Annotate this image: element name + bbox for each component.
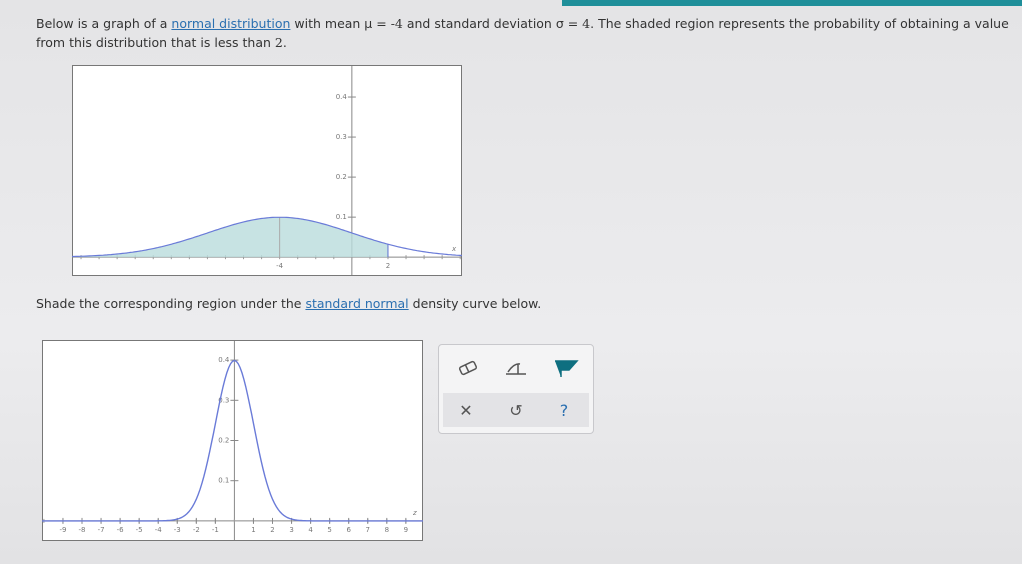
x-tick-label: 1 xyxy=(251,526,255,534)
clear-button[interactable]: ✕ xyxy=(459,400,473,420)
instruction-text: Shade the corresponding region under the… xyxy=(36,294,541,313)
axis-label: z xyxy=(412,509,417,517)
x-tick-label: -2 xyxy=(193,526,200,534)
region-icon xyxy=(506,363,526,375)
x-tick-label: 7 xyxy=(366,526,370,534)
y-tick-label: 0.3 xyxy=(336,133,347,141)
y-tick-label: 0.4 xyxy=(218,356,230,364)
x-tick-label: -4 xyxy=(155,526,163,534)
header-bar xyxy=(562,0,1022,6)
sd: 4 xyxy=(582,16,591,31)
y-tick-label: 0.3 xyxy=(218,396,229,404)
x-tick-label: -5 xyxy=(136,526,143,534)
x-tick-label: -1 xyxy=(212,526,219,534)
y-tick-label: 0.1 xyxy=(336,213,347,221)
x-tick-label: 2 xyxy=(270,526,274,534)
text: . xyxy=(282,35,287,50)
x-tick-label: -9 xyxy=(59,526,66,534)
flag-icon xyxy=(555,360,579,377)
shade-button[interactable] xyxy=(551,355,581,381)
link[interactable]: normal distribution xyxy=(171,16,291,31)
shaded-region xyxy=(72,217,388,258)
text: Below is a graph of a xyxy=(36,16,172,31)
top-graph: 0.1 0.2 0.3 0.4 x -4 2 xyxy=(72,65,462,276)
x-tick-label: 9 xyxy=(404,526,408,534)
y-tick-label: 0.1 xyxy=(218,477,229,485)
x-tick-label: 6 xyxy=(346,526,351,534)
axis-label: x xyxy=(451,245,457,253)
help-button[interactable]: ? xyxy=(559,400,569,420)
action-row: ✕ ↺ ? xyxy=(443,393,589,427)
x-tick-label: 3 xyxy=(289,526,293,534)
bottom-graph[interactable]: 0.1 0.2 0.3 0.4 -9 -8 -7 -6 -5 -4 -3 -2 -1 1 2 3 4 5 6 7 8 9 z xyxy=(42,340,423,541)
mean: -4 xyxy=(390,16,403,31)
x-tick-label: -7 xyxy=(98,526,105,534)
x-tick-label: 4 xyxy=(308,526,313,534)
cutoff: 2 xyxy=(274,35,283,50)
x-tick-label: 8 xyxy=(385,526,389,534)
problem-text: Below is a graph of a normal distributio… xyxy=(36,14,1011,52)
text: density curve below. xyxy=(408,296,542,311)
density-curve xyxy=(72,216,462,258)
y-tick-label: 0.2 xyxy=(336,173,347,181)
density-curve xyxy=(42,359,423,522)
x-tick-label: -3 xyxy=(174,526,181,534)
x-tick-label: -6 xyxy=(117,526,125,534)
y-tick-label: 0.4 xyxy=(336,93,348,101)
region-button[interactable] xyxy=(501,355,531,381)
eraser-icon xyxy=(458,360,478,376)
mean-label: -4 xyxy=(276,262,284,270)
text: Shade the corresponding region under the xyxy=(36,296,306,311)
text: . The shaded region represents the proba… xyxy=(36,16,1009,50)
text: and standard deviation σ = xyxy=(402,16,583,31)
x-tick-label: -8 xyxy=(79,526,86,534)
undo-button[interactable]: ↺ xyxy=(509,400,523,420)
eraser-button[interactable] xyxy=(453,355,483,381)
text: with mean μ = xyxy=(290,16,391,31)
x-tick-label: 5 xyxy=(327,526,331,534)
link[interactable]: standard normal xyxy=(305,296,409,311)
cutoff-label: 2 xyxy=(386,262,390,270)
tool-palette: ✕ ↺ ? xyxy=(438,344,594,434)
y-tick-label: 0.2 xyxy=(218,437,229,445)
